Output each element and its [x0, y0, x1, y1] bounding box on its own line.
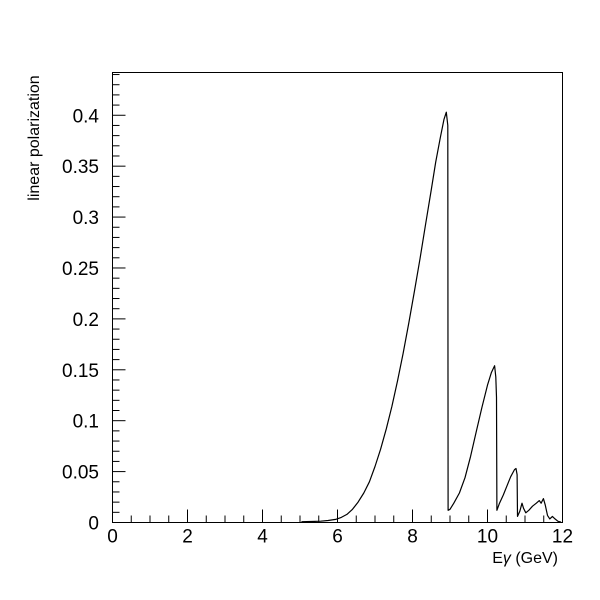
plot-frame [112, 72, 563, 523]
x-axis-title-unit: (GeV) [510, 550, 558, 567]
svg-text:6: 6 [332, 527, 343, 548]
svg-text:0.25: 0.25 [62, 259, 99, 280]
svg-text:8: 8 [407, 527, 418, 548]
svg-text:2: 2 [182, 527, 193, 548]
svg-text:0.4: 0.4 [73, 106, 100, 127]
svg-text:0.35: 0.35 [62, 157, 99, 178]
y-tick-labels: 0 0.05 0.1 0.15 0.2 0.25 0.3 0.35 0.4 [62, 106, 99, 534]
x-tick-labels: 0 2 4 6 8 10 12 [107, 527, 573, 548]
svg-text:10: 10 [477, 527, 498, 548]
gamma-symbol: γ [502, 550, 511, 567]
svg-text:0: 0 [88, 514, 99, 535]
y-axis-ticks [112, 74, 126, 523]
x-axis-ticks [112, 509, 563, 523]
svg-text:4: 4 [257, 527, 268, 548]
x-axis-title: Eγ (GeV) [420, 549, 558, 569]
polarization-curve [301, 111, 562, 523]
y-axis-title: linear polarization [26, 75, 43, 201]
svg-text:0.05: 0.05 [62, 463, 99, 484]
svg-text:0.1: 0.1 [73, 412, 99, 433]
x-axis-title-prefix: E [492, 550, 503, 567]
svg-text:0.2: 0.2 [73, 310, 99, 331]
svg-text:0.15: 0.15 [62, 361, 99, 382]
svg-text:0.3: 0.3 [73, 208, 99, 229]
svg-text:0: 0 [107, 527, 118, 548]
svg-text:12: 12 [552, 527, 573, 548]
